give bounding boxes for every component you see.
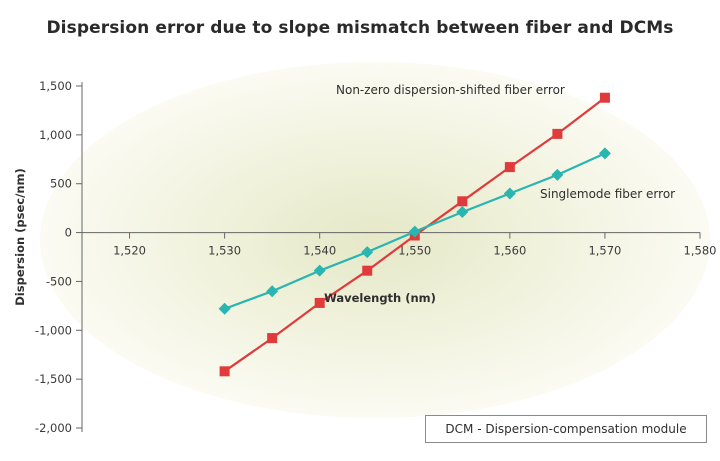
x-axis-title: Wavelength (nm): [324, 291, 436, 305]
series-point-diamond: [503, 187, 516, 200]
y-axis-title: Dispersion (psec/nm): [13, 168, 27, 306]
x-tick-label: 1,570: [588, 244, 621, 258]
series-point-square: [314, 297, 325, 308]
y-tick-label: 1,500: [39, 79, 72, 93]
series-point-square: [267, 333, 278, 344]
y-tick-label: -1,000: [35, 323, 72, 337]
series-annotation-nzdsf: Non-zero dispersion-shifted fiber error: [336, 83, 565, 97]
x-tick-label: 1,550: [398, 244, 431, 258]
series-annotation-singlemode: Singlemode fiber error: [540, 187, 675, 201]
series-point-square: [599, 92, 610, 103]
y-tick-label: -500: [46, 274, 72, 288]
series-point-diamond: [408, 225, 421, 238]
series-point-diamond: [266, 285, 279, 298]
series-point-square: [457, 196, 468, 207]
chart-title: Dispersion error due to slope mismatch b…: [46, 18, 674, 38]
background-glow: [40, 62, 710, 418]
series-point-diamond: [313, 264, 326, 277]
y-tick-label: -1,500: [35, 372, 72, 386]
series-point-square: [552, 128, 563, 139]
y-tick-label: -2,000: [35, 421, 72, 435]
dcm-note-box: DCM - Dispersion-compensation module: [425, 415, 707, 443]
x-tick-label: 1,560: [493, 244, 526, 258]
series-point-diamond: [218, 302, 231, 315]
y-tick-label: 1,000: [39, 128, 72, 142]
dcm-note-text: DCM - Dispersion-compensation module: [445, 422, 687, 436]
x-tick-label: 1,530: [208, 244, 241, 258]
series-point-square: [504, 162, 515, 173]
series-point-diamond: [456, 206, 469, 219]
series-point-square: [362, 265, 373, 276]
x-tick-label: 1,520: [113, 244, 146, 258]
series-point-diamond: [598, 147, 611, 160]
series-point-diamond: [551, 168, 564, 181]
y-tick-label: 500: [50, 177, 72, 191]
x-tick-label: 1,540: [303, 244, 336, 258]
series-point-diamond: [361, 246, 374, 259]
y-tick-label: 0: [65, 226, 72, 240]
x-tick-label: 1,580: [684, 244, 717, 258]
series-point-square: [219, 366, 230, 377]
